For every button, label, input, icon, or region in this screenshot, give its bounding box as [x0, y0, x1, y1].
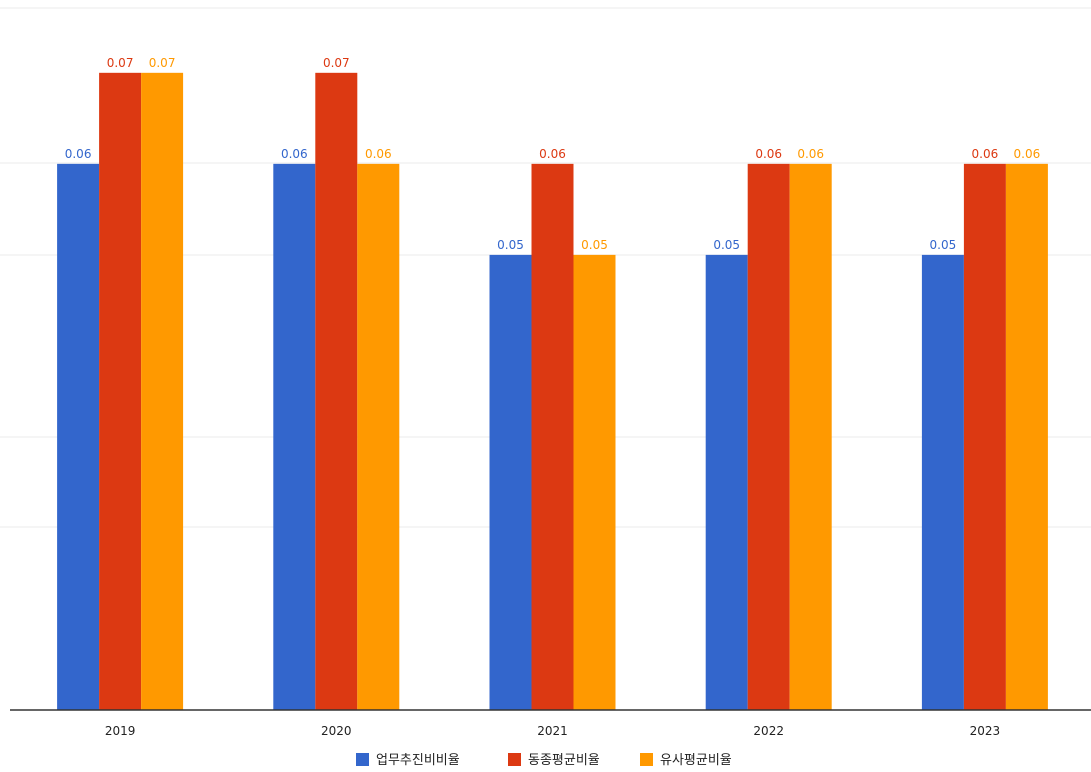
data-label: 0.05 — [581, 238, 608, 252]
x-tick-label: 2023 — [970, 724, 1001, 738]
legend[interactable]: 업무추진비비율 동종평균비율 유사평균비율 — [356, 753, 732, 768]
x-tick-label: 2020 — [321, 724, 352, 738]
data-label: 0.05 — [713, 238, 740, 252]
bar-2022-1[interactable] — [705, 254, 748, 710]
bar-2020-2[interactable] — [315, 72, 358, 711]
legend-label: 동종평균비율 — [528, 753, 600, 768]
data-label: 0.05 — [930, 238, 957, 252]
bar-2020-3[interactable] — [357, 163, 400, 710]
data-label: 0.06 — [1014, 147, 1041, 161]
data-labels: 0.06 0.07 0.07 0.06 0.07 0.06 0.05 0.06 0.05 0.05… — [65, 56, 1041, 252]
legend-item-3[interactable]: 유사평균비율 — [640, 753, 732, 768]
bar-2019-1[interactable] — [57, 163, 100, 710]
data-label: 0.07 — [149, 56, 176, 70]
data-label: 0.06 — [365, 147, 392, 161]
legend-label: 업무추진비비율 — [376, 753, 460, 768]
data-label: 0.07 — [323, 56, 350, 70]
bars — [57, 72, 1048, 711]
legend-item-2[interactable]: 동종평균비율 — [508, 753, 600, 768]
legend-swatch — [508, 753, 521, 766]
data-label: 0.06 — [755, 147, 782, 161]
legend-item-1[interactable]: 업무추진비비율 — [356, 753, 460, 768]
bar-2021-2[interactable] — [531, 163, 574, 710]
legend-swatch — [640, 753, 653, 766]
bar-2021-3[interactable] — [573, 254, 616, 710]
bar-2019-2[interactable] — [99, 72, 142, 711]
data-label: 0.06 — [539, 147, 566, 161]
data-label: 0.07 — [107, 56, 134, 70]
x-tick-label: 2021 — [537, 724, 568, 738]
bar-2023-3[interactable] — [1005, 163, 1048, 710]
legend-swatch — [356, 753, 369, 766]
data-label: 0.06 — [797, 147, 824, 161]
bar-2023-1[interactable] — [921, 254, 964, 710]
x-axis-tick-labels: 2019 2020 2021 2022 2023 — [105, 724, 1000, 738]
data-label: 0.06 — [65, 147, 92, 161]
data-label: 0.05 — [497, 238, 524, 252]
bar-2022-3[interactable] — [789, 163, 832, 710]
bar-2020-1[interactable] — [273, 163, 316, 710]
bar-2022-2[interactable] — [747, 163, 790, 710]
bar-2019-3[interactable] — [141, 72, 184, 711]
bar-2023-2[interactable] — [963, 163, 1006, 710]
data-label: 0.06 — [972, 147, 999, 161]
x-tick-label: 2022 — [753, 724, 784, 738]
x-tick-label: 2019 — [105, 724, 136, 738]
bar-2021-1[interactable] — [489, 254, 532, 710]
data-label: 0.06 — [281, 147, 308, 161]
legend-label: 유사평균비율 — [660, 753, 732, 768]
